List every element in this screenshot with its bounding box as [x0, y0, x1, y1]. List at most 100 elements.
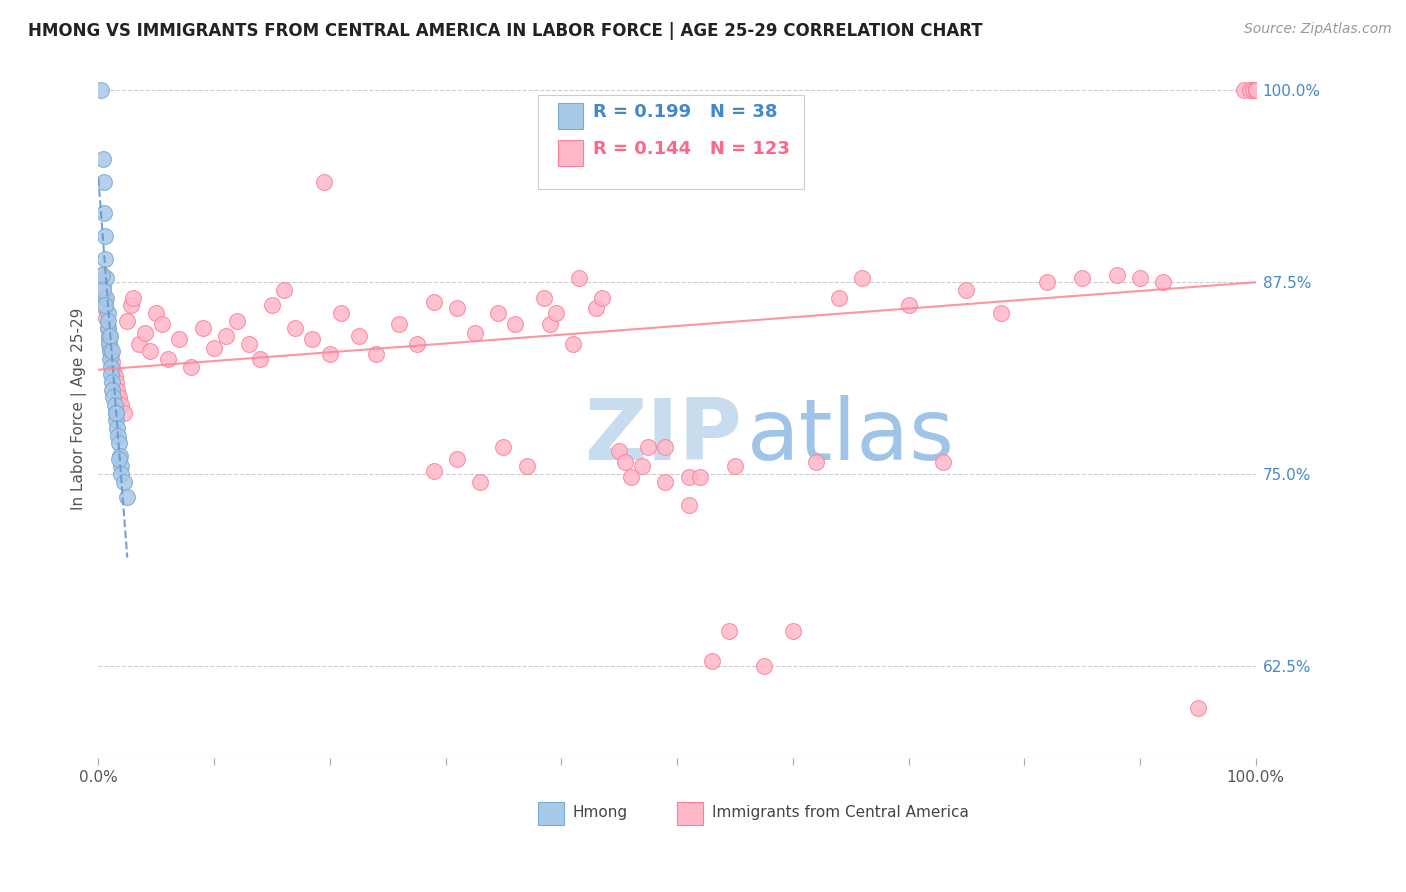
Point — [100, 359, 122, 374]
Point — [94, 301, 117, 316]
Point — [90, 83, 112, 97]
Y-axis label: In Labor Force | Age 25-29: In Labor Force | Age 25-29 — [72, 308, 87, 510]
Point — [591, 291, 613, 305]
Point — [614, 455, 637, 469]
FancyBboxPatch shape — [538, 95, 804, 189]
Point — [1244, 83, 1267, 97]
Point — [1187, 700, 1209, 714]
Bar — [558, 140, 583, 167]
Point — [492, 440, 515, 454]
Point — [98, 351, 121, 366]
Point — [117, 313, 139, 327]
Bar — [558, 103, 583, 129]
Point — [446, 301, 468, 316]
Point — [91, 280, 114, 294]
Point — [260, 298, 283, 312]
Text: HMONG VS IMMIGRANTS FROM CENTRAL AMERICA IN LABOR FORCE | AGE 25-29 CORRELATION : HMONG VS IMMIGRANTS FROM CENTRAL AMERICA… — [28, 22, 983, 40]
Point — [544, 306, 567, 320]
Point — [347, 329, 370, 343]
Point — [678, 498, 700, 512]
Point — [273, 283, 295, 297]
Point — [97, 329, 120, 343]
Point — [202, 341, 225, 355]
Point — [301, 332, 323, 346]
Text: R = 0.199   N = 38: R = 0.199 N = 38 — [592, 103, 778, 121]
Point — [678, 470, 700, 484]
Point — [122, 291, 145, 305]
Point — [139, 344, 162, 359]
Point — [1239, 83, 1261, 97]
Point — [689, 470, 711, 484]
Point — [112, 406, 135, 420]
Point — [120, 298, 142, 312]
Point — [128, 336, 150, 351]
Point — [366, 347, 388, 361]
Point — [101, 375, 124, 389]
Point — [98, 344, 121, 359]
Point — [1244, 83, 1267, 97]
Point — [990, 306, 1012, 320]
Point — [100, 347, 122, 361]
Point — [226, 313, 249, 327]
Point — [91, 283, 114, 297]
Text: ZIP: ZIP — [585, 395, 742, 478]
Point — [98, 341, 121, 355]
Point — [103, 391, 125, 405]
Point — [97, 313, 120, 327]
Point — [105, 383, 128, 397]
Point — [1244, 83, 1267, 97]
Point — [96, 310, 118, 325]
Text: atlas: atlas — [747, 395, 955, 478]
Point — [1244, 83, 1267, 97]
Point — [1244, 83, 1267, 97]
Point — [620, 470, 643, 484]
Point — [828, 291, 851, 305]
Point — [752, 659, 775, 673]
Point — [724, 459, 747, 474]
Point — [388, 317, 411, 331]
Point — [104, 375, 127, 389]
Point — [101, 355, 124, 369]
Point — [104, 406, 127, 420]
Point — [1244, 83, 1267, 97]
Point — [104, 406, 127, 420]
Point — [782, 624, 804, 638]
Point — [1036, 275, 1059, 289]
Point — [463, 326, 485, 340]
Point — [533, 291, 555, 305]
Bar — [538, 802, 564, 824]
Point — [516, 459, 538, 474]
Point — [108, 436, 131, 450]
Point — [215, 329, 238, 343]
Point — [108, 391, 131, 405]
Point — [97, 306, 120, 320]
Point — [156, 351, 179, 366]
Point — [538, 317, 561, 331]
Point — [103, 363, 125, 377]
Point — [180, 359, 202, 374]
Point — [932, 455, 955, 469]
Point — [585, 301, 607, 316]
Point — [93, 176, 115, 190]
Point — [169, 332, 191, 346]
Point — [103, 368, 125, 383]
Point — [405, 336, 427, 351]
Point — [91, 153, 114, 167]
Point — [101, 344, 124, 359]
Point — [107, 429, 129, 443]
Point — [238, 336, 260, 351]
Point — [110, 467, 132, 482]
Point — [90, 268, 112, 282]
Point — [503, 317, 526, 331]
Point — [93, 291, 115, 305]
Point — [94, 229, 117, 244]
Point — [1233, 83, 1256, 97]
Point — [851, 270, 873, 285]
Point — [423, 295, 446, 310]
Text: Immigrants from Central America: Immigrants from Central America — [711, 805, 969, 820]
Point — [97, 332, 120, 346]
Point — [1244, 83, 1267, 97]
Point — [423, 464, 446, 478]
Point — [101, 383, 124, 397]
Point — [93, 206, 115, 220]
